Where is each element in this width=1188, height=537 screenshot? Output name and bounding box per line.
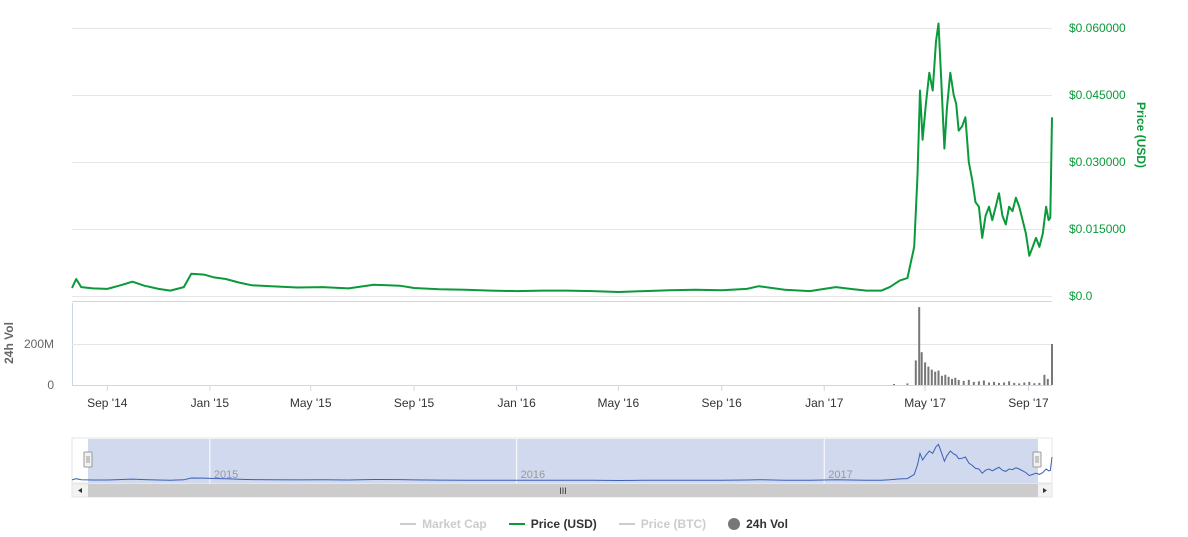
legend-label: Market Cap <box>422 517 487 531</box>
navigator-group: 2015 2016 2017 III <box>71 437 1053 498</box>
volume-bar[interactable] <box>977 381 980 385</box>
legend-item-market-cap[interactable]: Market Cap <box>400 517 487 531</box>
price-tick-label: $0.060000 <box>1069 21 1126 35</box>
volume-bar[interactable] <box>972 381 975 385</box>
volume-bar[interactable] <box>1028 381 1031 385</box>
volume-bar[interactable] <box>944 374 947 386</box>
volume-bar[interactable] <box>1013 382 1016 385</box>
volume-bar[interactable] <box>918 307 921 385</box>
volume-bar[interactable] <box>893 384 895 385</box>
volume-bar[interactable] <box>1008 381 1011 385</box>
volume-bar[interactable] <box>920 352 923 385</box>
volume-bar[interactable] <box>1023 382 1026 386</box>
volume-bar[interactable] <box>934 371 937 385</box>
navigator-year-label: 2015 <box>214 469 238 481</box>
volume-bar[interactable] <box>1038 382 1041 385</box>
x-axis-ticks: Sep '14 Jan '15 May '15 Sep '15 Jan '16 May '… <box>87 385 1049 410</box>
x-tick-label: Jan '15 <box>191 396 230 410</box>
scrollbar-thumb[interactable] <box>88 484 1038 497</box>
volume-bar[interactable] <box>998 382 1000 385</box>
volume-bar[interactable] <box>906 383 909 385</box>
price-axis-ticks: $0.0 $0.015000 $0.030000 $0.045000 $0.060000 <box>1069 21 1126 303</box>
volume-series-group <box>893 307 1053 386</box>
navigator-right-handle[interactable] <box>1032 451 1042 468</box>
price-tick-label: $0.015000 <box>1069 222 1126 236</box>
volume-bar[interactable] <box>1043 374 1046 386</box>
x-tick-label: Sep '15 <box>394 396 435 410</box>
volume-bar[interactable] <box>1051 344 1053 385</box>
x-tick-label: May '17 <box>904 396 946 410</box>
chart-legend: Market Cap Price (USD) Price (BTC) 24h Vol <box>0 512 1188 536</box>
volume-bar[interactable] <box>962 380 965 385</box>
price-axis-title: Price (USD) <box>1134 102 1148 168</box>
volume-axis-ticks: 0 200M <box>24 337 54 392</box>
navigator-year-label: 2016 <box>521 469 545 481</box>
volume-bar[interactable] <box>927 366 930 385</box>
legend-item-24h-vol[interactable]: 24h Vol <box>728 517 788 531</box>
volume-bar[interactable] <box>940 375 943 385</box>
price-tick-label: $0.045000 <box>1069 88 1126 102</box>
volume-bar[interactable] <box>967 379 970 385</box>
x-tick-label: Sep '17 <box>1008 396 1049 410</box>
navigator-series-line <box>71 443 1053 482</box>
navigator-scrollbar[interactable]: III <box>71 483 1053 498</box>
volume-bar[interactable] <box>930 369 933 385</box>
legend-label: 24h Vol <box>746 517 788 531</box>
x-tick-label: Sep '16 <box>702 396 743 410</box>
volume-bar[interactable] <box>1033 383 1036 385</box>
volume-bar[interactable] <box>988 382 990 386</box>
navigator-left-handle[interactable] <box>83 451 93 468</box>
legend-dot-icon <box>728 518 741 530</box>
volume-bar[interactable] <box>951 378 953 385</box>
volume-gridlines <box>72 303 1052 386</box>
price-tick-label: $0.0 <box>1069 289 1093 303</box>
volume-bar[interactable] <box>993 381 995 385</box>
volume-axis-title: 24h Vol <box>2 322 16 364</box>
volume-bar[interactable] <box>982 380 985 386</box>
scroll-right-arrow-icon[interactable] <box>1043 488 1047 493</box>
navigator-selection[interactable] <box>88 439 1038 483</box>
scrollbar-grip[interactable]: III <box>559 486 567 496</box>
x-tick-label: May '16 <box>597 396 639 410</box>
volume-bar[interactable] <box>914 360 917 385</box>
legend-item-price-usd[interactable]: Price (USD) <box>508 517 597 531</box>
legend-item-price-btc[interactable]: Price (BTC) <box>618 517 707 531</box>
volume-tick-label: 200M <box>24 337 54 351</box>
volume-bar[interactable] <box>947 376 950 385</box>
volume-bar[interactable] <box>1018 383 1021 385</box>
volume-bar[interactable] <box>1003 382 1006 386</box>
price-tick-label: $0.030000 <box>1069 155 1126 169</box>
price-gridlines <box>72 28 1052 302</box>
volume-bar[interactable] <box>954 377 957 385</box>
x-tick-label: May '15 <box>290 396 332 410</box>
volume-bar[interactable] <box>937 370 940 385</box>
x-tick-label: Sep '14 <box>87 396 128 410</box>
price-series-group <box>71 22 1053 293</box>
x-tick-label: Jan '16 <box>497 396 536 410</box>
legend-line-icon <box>400 523 417 525</box>
volume-bar[interactable] <box>957 379 960 385</box>
chart-canvas: $0.0 $0.015000 $0.030000 $0.045000 $0.060000… <box>2 21 1148 498</box>
legend-line-icon <box>508 523 525 525</box>
volume-bar[interactable] <box>924 362 927 385</box>
legend-line-icon <box>618 523 635 525</box>
scroll-left-arrow-icon[interactable] <box>78 488 82 493</box>
legend-label: Price (BTC) <box>640 517 707 531</box>
navigator-year-label: 2017 <box>828 469 852 481</box>
volume-bar[interactable] <box>1046 378 1049 385</box>
legend-label: Price (USD) <box>530 517 597 531</box>
x-tick-label: Jan '17 <box>805 396 844 410</box>
price-usd-line[interactable] <box>71 22 1053 293</box>
volume-tick-label: 0 <box>47 378 54 392</box>
